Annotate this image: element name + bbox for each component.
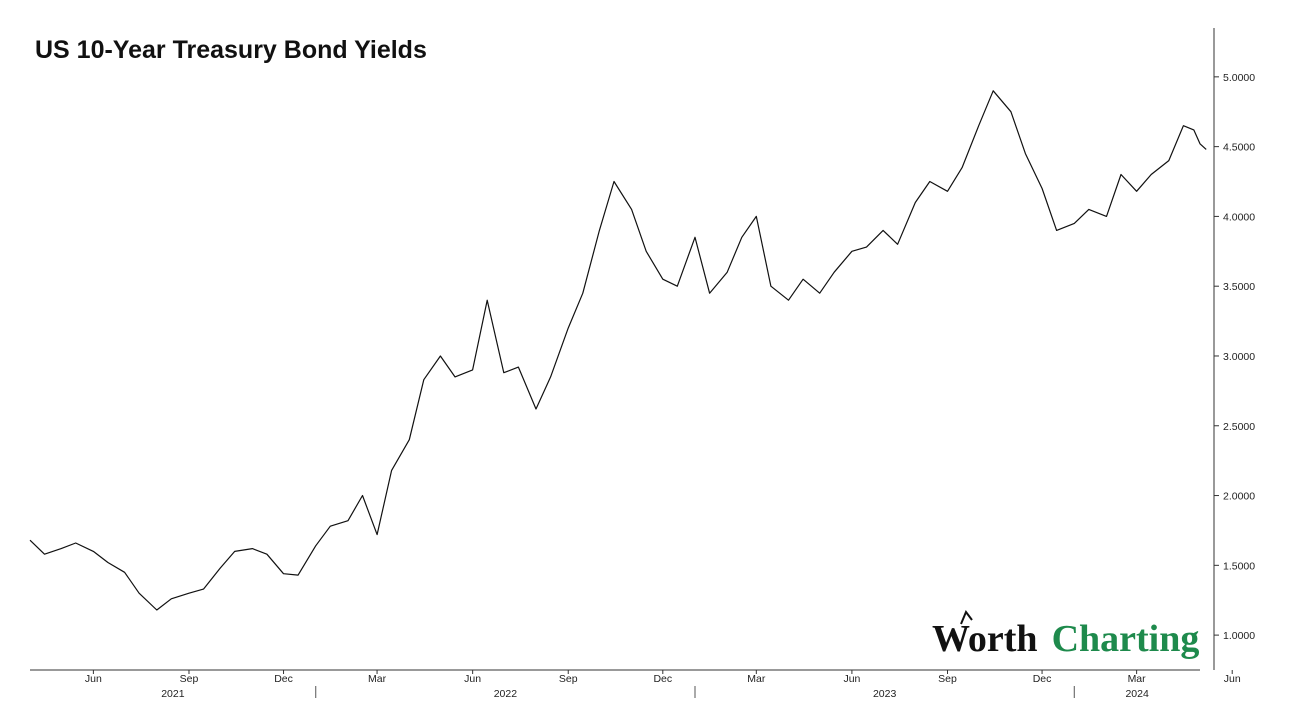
y-tick-label: 4.0000 [1223, 211, 1255, 223]
y-tick-label: 1.0000 [1223, 630, 1255, 642]
year-label: 2023 [873, 688, 897, 700]
year-label: 2021 [161, 688, 185, 700]
y-tick-label: 5.0000 [1223, 72, 1255, 84]
y-axis-ticks: 1.0000 1.5000 2.0000 2.5000 3.0000 3.5000 4.00… [1214, 72, 1255, 642]
x-tick-label: Dec [274, 673, 293, 685]
x-tick-label: Jun [85, 673, 102, 685]
x-tick-label: Jun [843, 673, 860, 685]
x-tick-label: Mar [368, 673, 387, 685]
chart-title: US 10-Year Treasury Bond Yields [35, 36, 427, 64]
year-label: 2024 [1125, 688, 1149, 700]
yield-series-line [29, 90, 1207, 611]
x-tick-label: Jun [1224, 673, 1241, 685]
x-tick-label: Jun [464, 673, 481, 685]
x-axis-ticks: Jun Sep Dec Mar Jun Sep Dec Mar Jun Sep Dec Mar Jun [85, 670, 1241, 685]
year-label: 2022 [494, 688, 518, 700]
svg-text:Worth Charting: Worth Charting [932, 618, 1199, 660]
x-tick-label: Dec [653, 673, 672, 685]
x-tick-label: Sep [559, 673, 578, 685]
y-tick-label: 3.5000 [1223, 281, 1255, 293]
y-tick-label: 1.5000 [1223, 560, 1255, 572]
x-tick-label: Sep [938, 673, 957, 685]
series-layer [29, 90, 1207, 611]
x-tick-label: Mar [1128, 673, 1147, 685]
worth-charting-logo: Worth Charting [932, 610, 1199, 660]
y-tick-label: 4.5000 [1223, 142, 1255, 154]
y-tick-label: 3.0000 [1223, 351, 1255, 363]
y-tick-label: 2.5000 [1223, 421, 1255, 433]
logo-arrow-icon [960, 610, 973, 625]
year-labels: 2021 2022 2023 2024 [161, 686, 1149, 700]
y-tick-label: 2.0000 [1223, 491, 1255, 503]
logo-worth-text: Worth [932, 618, 1038, 660]
x-tick-label: Dec [1033, 673, 1052, 685]
x-tick-label: Sep [180, 673, 199, 685]
logo-charting-text: Charting [1052, 618, 1200, 660]
x-tick-label: Mar [747, 673, 766, 685]
plot-area: 1.0000 1.5000 2.0000 2.5000 3.0000 3.5000 4.00… [29, 28, 1255, 700]
